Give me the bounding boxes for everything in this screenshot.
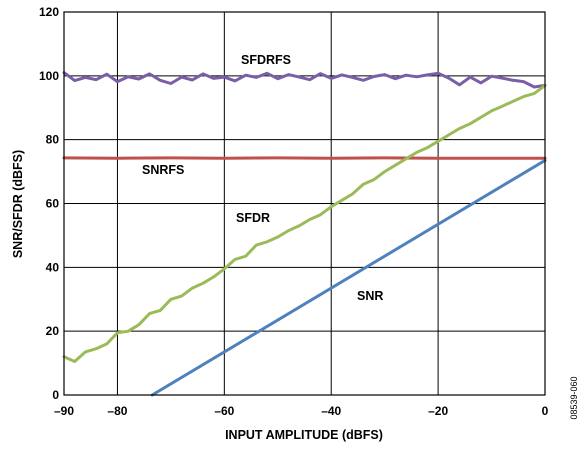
label-sfdr: SFDR xyxy=(236,211,270,225)
tick-labels: –90 –80 –60 –40 –20 0 0 20 40 60 80 100 120 xyxy=(39,5,549,418)
y-tick-label: 120 xyxy=(39,5,59,19)
y-tick-label: 0 xyxy=(52,388,59,402)
label-sfdrfs: SFDRFS xyxy=(241,53,291,67)
label-snrfs: SNRFS xyxy=(142,163,184,177)
y-tick-label: 20 xyxy=(46,324,60,338)
x-axis-label: INPUT AMPLITUDE (dBFS) xyxy=(225,428,383,442)
series-line-sfdr xyxy=(62,83,547,363)
y-axis-label: SNR/SFDR (dBFS) xyxy=(11,150,25,258)
x-tick-label: –20 xyxy=(428,404,448,418)
x-tick-label: –80 xyxy=(107,404,127,418)
x-tick-label: 0 xyxy=(542,404,549,418)
plot-frame xyxy=(63,11,546,396)
series-line-snr xyxy=(150,158,547,397)
series-line-sfdrfs xyxy=(62,71,547,89)
label-snr: SNR xyxy=(357,289,383,303)
x-tick-label: –60 xyxy=(214,404,234,418)
y-tick-label: 60 xyxy=(46,197,60,211)
figure-id: 08539-060 xyxy=(569,376,579,419)
x-tick-label: –90 xyxy=(54,404,74,418)
y-tick-label: 100 xyxy=(39,69,59,83)
y-tick-label: 80 xyxy=(46,133,60,147)
y-tick-label: 40 xyxy=(46,260,60,274)
series-lines xyxy=(62,71,547,397)
x-tick-label: –40 xyxy=(321,404,341,418)
